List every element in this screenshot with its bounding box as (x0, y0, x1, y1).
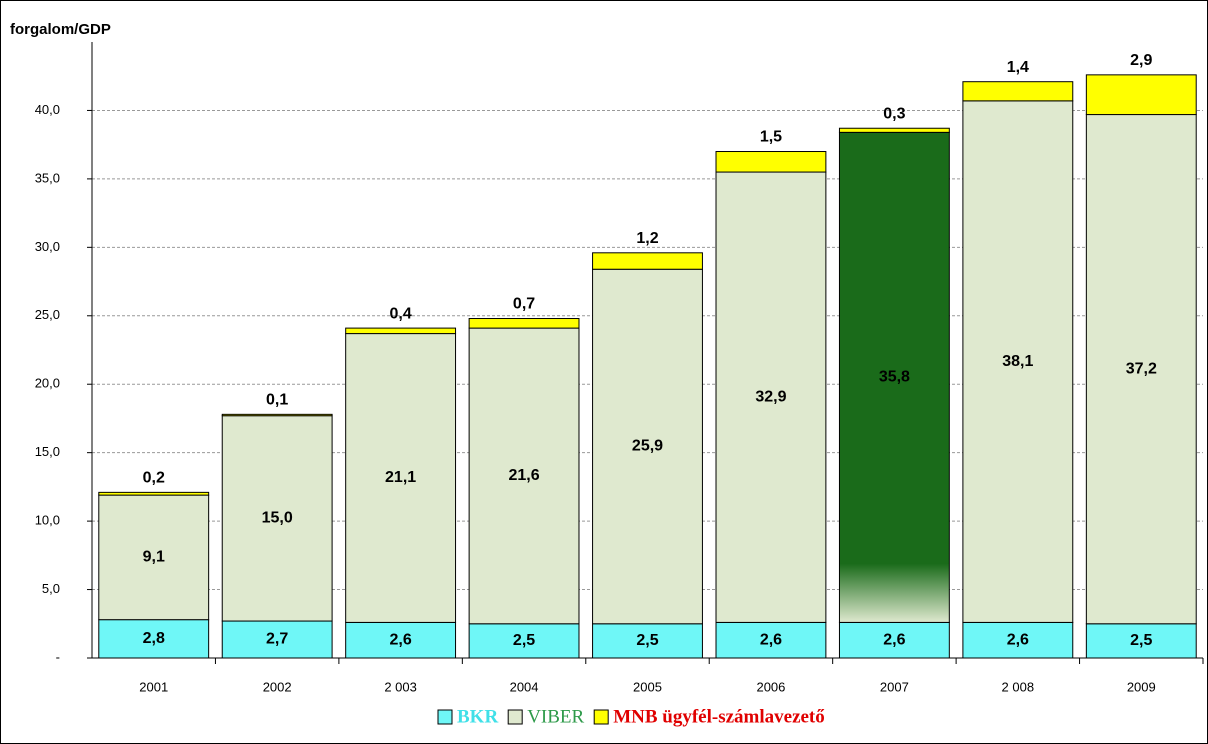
data-label: 2,6 (760, 631, 782, 648)
y-tick-label: 15,0 (35, 444, 60, 459)
y-axis-label: forgalom/GDP (10, 21, 111, 38)
data-label: 0,3 (883, 105, 905, 122)
data-label: 1,2 (636, 230, 658, 247)
x-tick-label: 2 003 (384, 679, 417, 694)
bar-segment (962, 621, 1074, 659)
data-label: 1,5 (760, 129, 782, 146)
bar-segment (592, 268, 703, 625)
bar-segment (592, 252, 703, 270)
bar-segment (962, 100, 1074, 623)
y-tick-label: 10,0 (35, 513, 60, 528)
bar-segment (838, 131, 950, 623)
legend-swatch (437, 709, 453, 725)
bar-segment (98, 619, 210, 659)
data-label: 1,4 (1007, 59, 1029, 76)
x-tick-label: 2006 (756, 679, 785, 694)
data-label: 2,9 (1130, 52, 1152, 69)
data-label: 2,6 (389, 631, 411, 648)
data-label: 37,2 (1126, 360, 1157, 377)
bar-segment (468, 318, 580, 329)
legend-label: MNB ügyfél-számlavezető (613, 706, 825, 727)
data-label: 2,6 (1007, 631, 1029, 648)
data-label: 38,1 (1002, 353, 1033, 370)
bar-segment (838, 127, 950, 133)
data-label: 0,7 (513, 296, 535, 313)
bar-segment (468, 327, 580, 625)
bar-segment (468, 623, 580, 659)
x-tick-label: 2005 (633, 679, 662, 694)
data-label: 15,0 (262, 510, 293, 527)
x-tick-label: 2007 (880, 679, 909, 694)
data-label: 2,5 (1130, 632, 1152, 649)
x-tick-label: 2 008 (1002, 679, 1035, 694)
bar-segment (715, 151, 827, 173)
data-label: 9,1 (143, 549, 165, 566)
bar-segment (962, 81, 1074, 102)
y-tick-label: 35,0 (35, 170, 60, 185)
y-tick-label: - (56, 649, 60, 664)
data-label: 0,4 (389, 305, 411, 322)
x-tick-label: 2009 (1127, 679, 1156, 694)
bar-segment (715, 171, 827, 623)
legend-swatch (593, 709, 609, 725)
bar-segment (221, 413, 333, 417)
bar-segment (221, 415, 333, 622)
data-label: 0,2 (143, 470, 165, 487)
bar-segment (98, 494, 210, 621)
data-label: 25,9 (632, 438, 663, 455)
data-label: 2,6 (883, 631, 905, 648)
x-tick-label: 2004 (510, 679, 539, 694)
bar-segment (221, 620, 333, 659)
bar-segment (98, 491, 210, 496)
data-label: 21,1 (385, 469, 416, 486)
y-tick-label: 20,0 (35, 376, 60, 391)
bar-segment (1085, 74, 1197, 116)
data-label: 2,5 (513, 632, 535, 649)
x-tick-label: 2001 (139, 679, 168, 694)
bar-segment (345, 327, 457, 335)
legend-label: VIBER (527, 706, 584, 727)
data-label: 21,6 (508, 467, 539, 484)
bar-segment (715, 621, 827, 659)
data-label: 35,8 (879, 369, 910, 386)
data-label: 2,7 (266, 631, 288, 648)
x-tick-label: 2002 (263, 679, 292, 694)
legend-label: BKR (457, 706, 498, 727)
data-label: 2,5 (636, 632, 658, 649)
y-tick-label: 5,0 (42, 581, 60, 596)
data-label: 0,1 (266, 392, 288, 409)
bar-segment (1085, 114, 1197, 625)
bar-segment (345, 333, 457, 623)
y-tick-label: 30,0 (35, 239, 60, 254)
y-tick-label: 25,0 (35, 307, 60, 322)
data-label: 2,8 (143, 630, 165, 647)
data-label: 32,9 (755, 388, 786, 405)
legend-swatch (507, 709, 523, 725)
y-tick-label: 40,0 (35, 102, 60, 117)
